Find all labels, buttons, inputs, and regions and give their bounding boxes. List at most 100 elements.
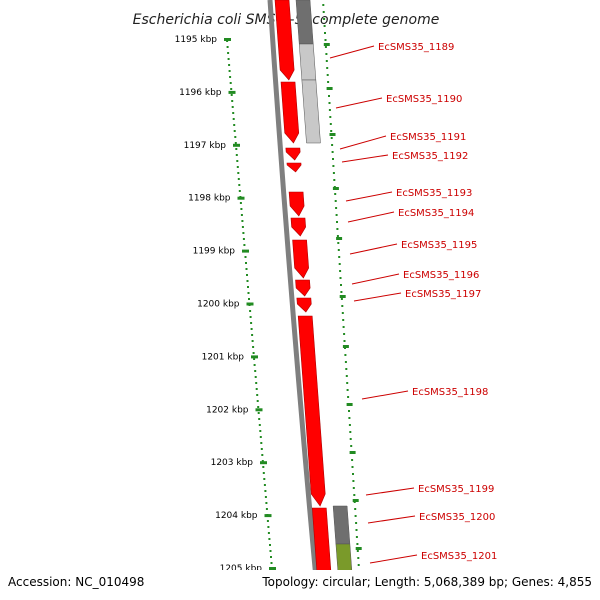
ruler-tick-label: 1196 kbp bbox=[179, 88, 222, 98]
gene-label: EcSMS35_1201 bbox=[421, 551, 497, 562]
outer-tick bbox=[346, 403, 353, 406]
outer-dot bbox=[337, 249, 340, 251]
ruler-tick-label: 1199 kbp bbox=[193, 247, 236, 257]
outer-dot bbox=[325, 53, 328, 55]
outer-dot bbox=[353, 494, 356, 496]
outer-dot bbox=[323, 25, 326, 27]
cds-arrow bbox=[274, 0, 295, 81]
ruler-dot bbox=[267, 526, 270, 528]
outer-dot bbox=[323, 18, 326, 20]
ruler-dot bbox=[238, 190, 241, 192]
outer-dot bbox=[331, 144, 334, 146]
outer-dot bbox=[337, 242, 340, 244]
ruler-dot bbox=[261, 460, 264, 462]
ruler-dot bbox=[237, 178, 240, 180]
gene-leader-line bbox=[361, 390, 409, 400]
ruler-dot bbox=[269, 544, 271, 546]
gene-label: EcSMS35_1190 bbox=[386, 94, 462, 105]
ruler-dot bbox=[235, 148, 238, 150]
outer-tick bbox=[336, 237, 343, 240]
gene-label: EcSMS35_1195 bbox=[401, 240, 477, 251]
ruler-dot bbox=[250, 328, 253, 330]
ruler-dot bbox=[249, 316, 252, 318]
cds-arrow bbox=[297, 315, 326, 507]
ruler-dot bbox=[234, 136, 237, 138]
outer-dot bbox=[322, 4, 325, 6]
gene-leader-line bbox=[353, 292, 402, 302]
ruler-tick-label: 1197 kbp bbox=[184, 141, 227, 151]
ruler-dot bbox=[244, 256, 247, 258]
ruler-dot bbox=[261, 454, 264, 456]
outer-dot bbox=[332, 165, 335, 167]
outer-dot bbox=[356, 550, 359, 552]
ruler-tick-label: 1203 kbp bbox=[211, 458, 254, 468]
ruler-dot bbox=[254, 370, 257, 372]
ruler-dot bbox=[259, 436, 262, 438]
ruler-dot bbox=[257, 406, 260, 408]
gene-leader-line bbox=[349, 243, 398, 255]
outer-dot bbox=[338, 256, 341, 258]
ruler-dot bbox=[249, 310, 252, 312]
ruler-dot bbox=[247, 292, 250, 294]
gene-leader-line bbox=[351, 273, 400, 285]
ruler-dot bbox=[240, 208, 243, 210]
gene-leader-line bbox=[345, 191, 393, 202]
ruler-dot bbox=[235, 154, 238, 156]
ruler-dot bbox=[232, 112, 235, 114]
gene-label: EcSMS35_1192 bbox=[392, 151, 468, 162]
ruler-dot bbox=[258, 424, 261, 426]
ruler-dot bbox=[245, 262, 247, 264]
footer-background bbox=[0, 570, 600, 600]
gray-feature bbox=[332, 505, 351, 545]
gene-label: EcSMS35_1200 bbox=[419, 512, 495, 523]
ruler-dot bbox=[246, 280, 249, 282]
ruler-dot bbox=[254, 376, 257, 378]
outer-dot bbox=[340, 291, 343, 293]
ruler-tick-label: 1205 kbp bbox=[220, 564, 263, 574]
ruler-tick bbox=[251, 355, 258, 359]
ruler-dot bbox=[230, 88, 233, 90]
gene-label: EcSMS35_1197 bbox=[405, 289, 481, 300]
light-gray-feature bbox=[301, 79, 321, 144]
outer-tick bbox=[349, 451, 356, 454]
ruler-tick bbox=[228, 90, 236, 94]
ruler-dot bbox=[248, 298, 250, 300]
ruler-tick bbox=[233, 143, 240, 147]
ruler-tick-label: 1202 kbp bbox=[206, 405, 249, 415]
outer-tick bbox=[323, 43, 330, 46]
ruler-tick bbox=[237, 196, 245, 200]
ruler-dot bbox=[268, 538, 271, 540]
outer-dot bbox=[355, 522, 358, 524]
ruler-dot bbox=[256, 394, 259, 396]
outer-dot bbox=[347, 396, 350, 398]
ruler-dot bbox=[233, 124, 236, 126]
outer-dot bbox=[335, 207, 338, 209]
gene-label: EcSMS35_1191 bbox=[390, 132, 466, 143]
outer-dot bbox=[326, 74, 329, 76]
outer-dot bbox=[334, 200, 337, 202]
ruler-dot bbox=[265, 502, 268, 504]
ruler-dot bbox=[253, 358, 256, 360]
outer-dot bbox=[345, 375, 348, 377]
ruler-dot bbox=[233, 130, 236, 132]
cds-arrow bbox=[296, 297, 312, 313]
ruler-dot bbox=[267, 532, 270, 534]
ruler-dot bbox=[269, 550, 272, 552]
ruler-dot bbox=[252, 352, 255, 354]
outer-dot bbox=[352, 473, 354, 475]
ruler-dot bbox=[262, 466, 265, 468]
ruler-dot bbox=[260, 448, 263, 450]
ruler-dot bbox=[234, 142, 237, 144]
outer-dot bbox=[348, 417, 351, 419]
outer-dot bbox=[333, 179, 336, 181]
ruler-dot bbox=[227, 52, 230, 54]
cds-arrow bbox=[285, 147, 301, 161]
ruler-dot bbox=[246, 274, 248, 276]
ruler-dot bbox=[228, 64, 231, 66]
outer-dot bbox=[342, 319, 345, 321]
outer-dot bbox=[348, 424, 351, 426]
ruler-dot bbox=[245, 268, 248, 270]
outer-dot bbox=[336, 235, 339, 237]
outer-dot bbox=[356, 543, 359, 545]
ruler-dot bbox=[231, 106, 234, 108]
